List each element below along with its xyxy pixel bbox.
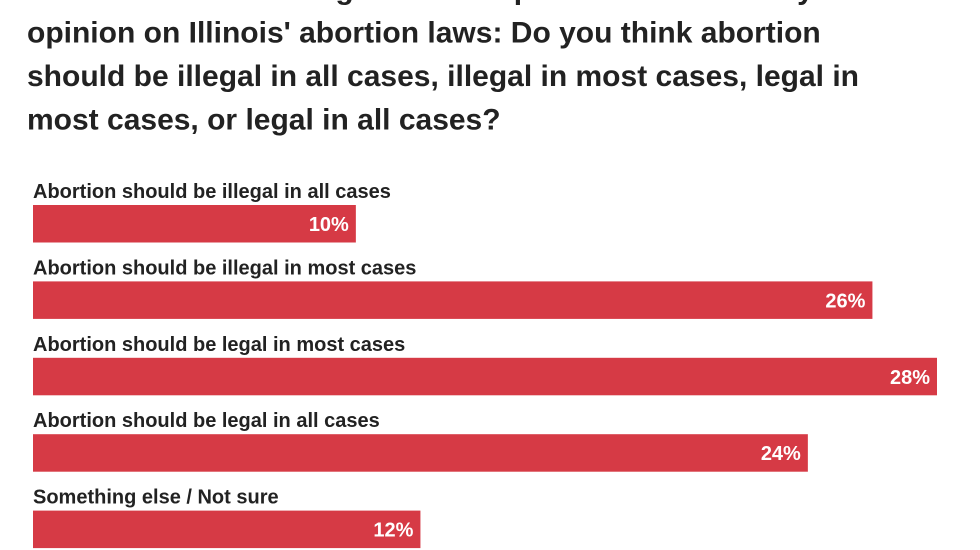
category-label: Abortion should be legal in all cases (33, 410, 380, 432)
category-label: Abortion should be legal in most cases (33, 334, 405, 356)
value-label: 24% (761, 443, 801, 465)
value-label: 10% (309, 214, 349, 236)
bar (33, 357, 937, 396)
chart-title: opinion on Illinois' abortion laws: Do y… (27, 17, 821, 50)
bar (33, 434, 808, 472)
value-label: 28% (890, 367, 930, 389)
chart-title: life or health is in danger. Which opini… (27, 0, 862, 6)
category-label: Abortion should be illegal in all cases (33, 181, 391, 203)
value-label: 26% (825, 290, 865, 312)
bar (33, 281, 873, 319)
value-label: 12% (373, 520, 413, 542)
bar (33, 510, 421, 549)
category-label: Something else / Not sure (33, 487, 279, 509)
chart-title: most cases, or legal in all cases? (27, 104, 501, 137)
chart-title: should be illegal in all cases, illegal … (27, 60, 859, 93)
category-label: Abortion should be illegal in most cases (33, 257, 416, 279)
bar (33, 205, 356, 243)
